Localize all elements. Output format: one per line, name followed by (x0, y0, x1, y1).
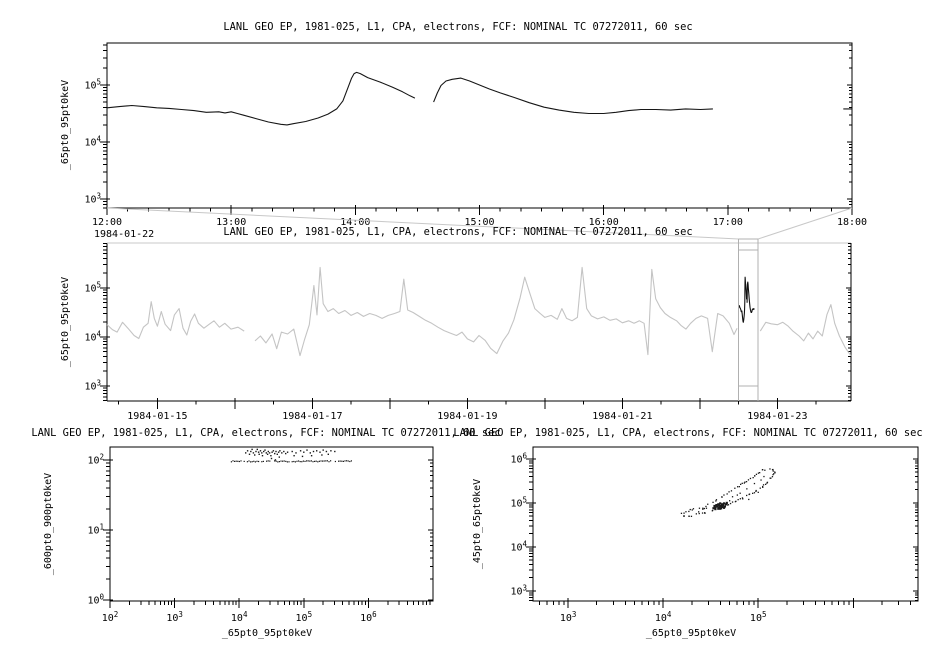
tick-label: 17:00 (713, 217, 743, 228)
overview-selection-box[interactable] (738, 238, 759, 401)
log-tick-label: 103 (166, 610, 183, 624)
tick-label: 13:00 (216, 217, 246, 228)
top-plot-title: LANL GEO EP, 1981-025, L1, CPA, electron… (223, 21, 693, 33)
log-tick-label: 104 (231, 610, 248, 624)
tick-label: 1984-01-19 (437, 411, 497, 422)
log-tick-label: 103 (84, 191, 101, 205)
overview-plot-area[interactable] (107, 243, 851, 401)
top-plot (106, 42, 853, 209)
tick-label: 18:00 (837, 217, 867, 228)
y-axis-ticks: 103 104 105 (84, 243, 851, 402)
log-tick-label: 106 (360, 610, 377, 624)
tick-label: 1984-01-23 (747, 411, 807, 422)
log-tick-label: 101 (87, 523, 104, 537)
y-axis-ticks: 100 101 102 (87, 452, 433, 607)
scatter-right-title: LANL GEO EP, 1981-025, L1, CPA, electron… (453, 427, 923, 439)
tick-label: 14:00 (340, 217, 370, 228)
tick-label: 16:00 (589, 217, 619, 228)
overview-plot (106, 242, 852, 402)
log-tick-label: 104 (510, 539, 527, 553)
log-tick-label: 104 (655, 610, 672, 624)
overview-x-ticks: 1984-01-15 1984-01-17 1984-01-19 1984-01-21… (118, 398, 817, 422)
top-plot-context-date: 1984-01-22 (94, 229, 155, 240)
log-tick-label: 102 (87, 452, 104, 466)
log-tick-label: 103 (84, 378, 101, 392)
scatter-left-plot (109, 446, 434, 602)
top-plot-area[interactable] (107, 43, 852, 208)
scatter-left-title: LANL GEO EP, 1981-025, L1, CPA, electron… (31, 427, 501, 439)
overview-series (106, 266, 852, 357)
x-axis-ticks: 102 103 104 105 106 (102, 598, 431, 624)
top-plot-x-ticks: 12:00 13:00 14:00 15:00 16:00 17:00 18:00 (92, 205, 867, 228)
scatter-left-ylabel: _600pt0_900pt0keV (43, 472, 54, 576)
tick-label: 15:00 (464, 217, 494, 228)
log-tick-label: 104 (84, 329, 101, 343)
log-tick-label: 105 (84, 280, 101, 294)
scatter-right-points (680, 468, 776, 517)
scatter-right-plot (532, 446, 919, 602)
log-tick-label: 104 (84, 134, 101, 148)
zoom-connector-lines (106, 207, 853, 240)
log-tick-label: 103 (560, 610, 577, 624)
log-tick-label: 103 (510, 583, 527, 597)
scatter-left-points (230, 448, 352, 463)
scatter-right-plot-area[interactable] (533, 447, 918, 601)
overview-plot-title: LANL GEO EP, 1981-025, L1, CPA, electron… (223, 226, 693, 238)
log-tick-label: 106 (510, 451, 527, 465)
log-tick-label: 100 (87, 593, 104, 607)
y-axis-ticks: 103 104 105 106 (510, 451, 918, 602)
log-tick-label: 105 (510, 495, 527, 509)
log-tick-label: 105 (84, 77, 101, 91)
tick-label: 1984-01-17 (282, 411, 342, 422)
tick-label: 1984-01-21 (592, 411, 652, 422)
overview-plot-ylabel: _65pt0_95pt0keV (60, 276, 71, 368)
scatter-right-ylabel: _45pt0_65pt0keV (472, 478, 483, 570)
x-axis-ticks: 103 104 105 (539, 598, 911, 624)
top-plot-series (106, 71, 852, 126)
tick-label: 12:00 (92, 217, 122, 228)
y-axis-ticks: 103 104 105 (84, 44, 852, 209)
scatter-right-xlabel: _65pt0_95pt0keV (645, 628, 737, 639)
log-tick-label: 105 (750, 610, 767, 624)
log-tick-label: 102 (102, 610, 119, 624)
tick-label: 1984-01-15 (127, 411, 187, 422)
scatter-left-plot-area[interactable] (110, 447, 433, 601)
log-tick-label: 105 (296, 610, 313, 624)
top-plot-ylabel: _65pt0_95pt0keV (60, 79, 71, 171)
scatter-left-xlabel: _65pt0_95pt0keV (221, 628, 313, 639)
